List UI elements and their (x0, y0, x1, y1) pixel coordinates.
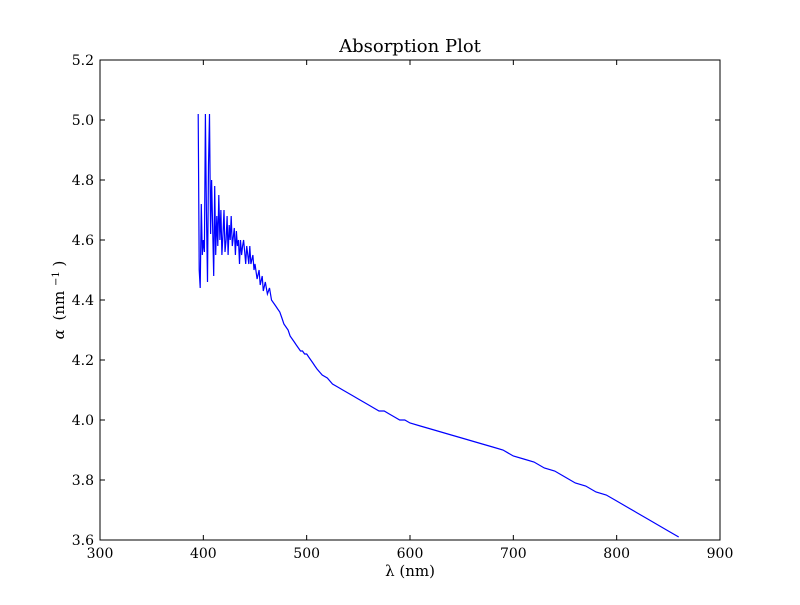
y-tick-label: 4.0 (72, 413, 94, 429)
x-tick-label: 600 (397, 546, 424, 562)
x-tick-label: 300 (87, 546, 114, 562)
y-axis-label-unit-exponent: −1 (51, 271, 62, 286)
y-tick-label: 3.8 (72, 473, 94, 489)
x-tick-label: 700 (500, 546, 527, 562)
y-tick-label: 4.6 (72, 233, 94, 249)
y-axis-label: α (nm −1 ) (50, 261, 68, 340)
x-tick-label: 400 (190, 546, 217, 562)
y-axis-label-unit-base: (nm (50, 291, 68, 321)
y-axis-label-unit-close: ) (50, 261, 68, 267)
plot-frame (99, 59, 721, 541)
y-tick-label: 3.6 (72, 533, 94, 549)
x-axis: 300 400 500 600 700 800 900 (87, 60, 734, 562)
y-tick-label: 4.4 (72, 293, 94, 309)
y-tick-label: 4.2 (72, 353, 94, 369)
x-tick-label: 500 (293, 546, 320, 562)
x-axis-label: λ (nm) (385, 562, 435, 580)
y-tick-label: 4.8 (72, 173, 94, 189)
y-axis-label-symbol: α (50, 329, 68, 339)
absorption-series-line (197, 113, 679, 538)
y-axis: 3.6 3.8 4.0 4.2 4.4 4.6 4.8 5.0 5.2 (72, 53, 720, 549)
plot-area: 300 400 500 600 700 800 900 3.6 3.8 4.0 4.2 4.4 4.6… (72, 53, 734, 562)
x-tick-label: 800 (603, 546, 630, 562)
chart-title: Absorption Plot (338, 36, 482, 57)
y-tick-label: 5.2 (72, 53, 94, 69)
x-tick-label: 900 (707, 546, 734, 562)
y-tick-label: 5.0 (72, 113, 94, 129)
